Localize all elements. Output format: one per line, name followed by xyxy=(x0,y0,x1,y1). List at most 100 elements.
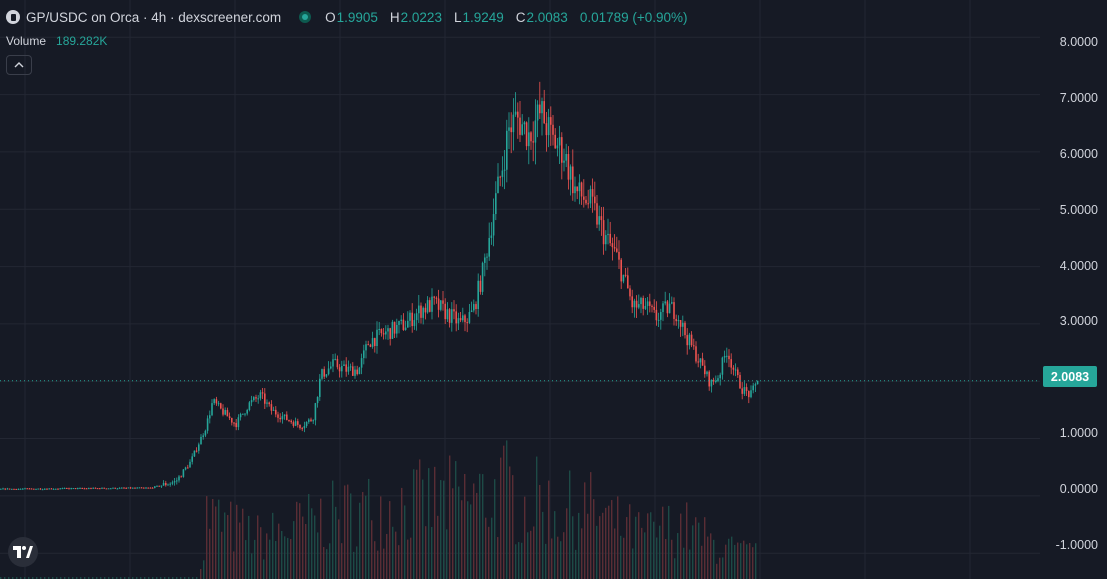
volume-bar xyxy=(266,533,268,579)
candle-body xyxy=(440,300,442,310)
volume-bar xyxy=(602,512,604,579)
volume-bar xyxy=(539,484,541,579)
candle-body xyxy=(321,369,323,379)
volume-bar xyxy=(56,577,58,579)
candle-body xyxy=(224,410,226,415)
candle-body xyxy=(202,435,204,437)
volume-bar xyxy=(156,577,158,579)
candle-body xyxy=(310,419,312,422)
volume-bar xyxy=(212,499,214,579)
candle-body xyxy=(473,304,475,311)
volume-bar xyxy=(527,532,529,579)
candle-body xyxy=(268,402,270,405)
candle-body xyxy=(475,304,477,310)
volume-bar xyxy=(425,526,427,579)
volume-bar xyxy=(488,526,490,579)
volume-bar xyxy=(581,528,583,579)
volume-bar xyxy=(184,577,186,579)
volume-bar xyxy=(48,577,50,579)
volume-bar xyxy=(545,543,547,579)
candle-body xyxy=(37,488,39,490)
volume-bar xyxy=(716,563,718,579)
volume-bar xyxy=(302,516,304,579)
candle-body xyxy=(609,233,611,244)
candle-body xyxy=(657,319,660,321)
volume-bar xyxy=(383,548,385,579)
pair-logo-icon xyxy=(6,10,20,24)
candle-body xyxy=(503,169,506,171)
volume-bar xyxy=(76,577,78,579)
volume-bar xyxy=(665,539,667,579)
candle-body xyxy=(448,309,451,323)
volume-bar xyxy=(530,530,532,579)
tradingview-logo-icon[interactable] xyxy=(8,537,38,567)
candle-body xyxy=(627,275,629,289)
price-axis[interactable]: 8.0000 7.0000 6.0000 5.0000 4.0000 3.000… xyxy=(1040,0,1107,579)
volume-bar xyxy=(443,480,445,579)
candle-body xyxy=(484,257,486,263)
volume-bar xyxy=(44,577,46,579)
candle-body xyxy=(143,487,145,489)
volume-bar xyxy=(395,531,397,579)
volume-bar xyxy=(674,558,676,579)
candle-body xyxy=(741,388,743,394)
candle-body xyxy=(514,111,517,115)
volume-bar xyxy=(362,492,364,579)
volume-bar xyxy=(120,577,122,579)
candle-body xyxy=(486,256,488,258)
candle-body xyxy=(719,374,721,379)
candle-body xyxy=(83,488,86,490)
candle-body xyxy=(352,366,354,376)
price-chart[interactable] xyxy=(0,0,1040,579)
candle-body xyxy=(63,487,66,489)
volume-bar xyxy=(650,512,652,579)
volume-bar xyxy=(293,521,295,579)
candle-body xyxy=(380,329,383,334)
volume-bar xyxy=(458,486,460,579)
volume-bar xyxy=(590,472,592,579)
volume-bar xyxy=(422,479,424,579)
volume-bar xyxy=(479,473,481,579)
collapse-legend-button[interactable] xyxy=(6,55,32,75)
candle-body xyxy=(59,488,61,490)
volume-bar xyxy=(629,504,631,579)
candle-body xyxy=(490,235,493,238)
candle-body xyxy=(737,369,739,376)
volume-bar xyxy=(72,577,74,579)
candle-body xyxy=(44,488,46,490)
candle-body xyxy=(622,274,625,282)
candle-body xyxy=(81,487,83,489)
candle-body xyxy=(261,392,264,394)
volume-bar xyxy=(287,537,289,579)
volume-bar xyxy=(215,506,217,579)
candle-body xyxy=(706,371,708,375)
candle-body xyxy=(94,487,97,489)
volume-bar xyxy=(731,536,733,579)
volume-bar xyxy=(671,539,673,579)
candle-body xyxy=(587,203,589,205)
candle-body xyxy=(327,368,330,375)
candle-body xyxy=(358,367,361,375)
volume-bar xyxy=(689,549,691,579)
candle-body xyxy=(220,403,222,409)
current-price-tag: 2.0083 xyxy=(1043,366,1097,387)
volume-bar xyxy=(416,469,418,579)
volume-bar xyxy=(4,577,6,579)
volume-bar xyxy=(734,544,736,579)
candle-body xyxy=(517,111,519,118)
candle-body xyxy=(191,456,193,462)
candle-body xyxy=(710,379,713,387)
volume-bar xyxy=(614,528,616,579)
volume-bar xyxy=(623,537,625,579)
volume-bar xyxy=(144,577,146,579)
candle-body xyxy=(429,300,431,312)
volume-bar xyxy=(8,577,10,579)
volume-bar xyxy=(108,577,110,579)
chart-area[interactable] xyxy=(0,0,1040,579)
candle-body xyxy=(24,488,26,490)
volume-bar xyxy=(725,544,727,579)
volume-bar xyxy=(737,542,739,579)
candle-body xyxy=(611,243,614,248)
volume-bar xyxy=(308,494,310,579)
volume-bar xyxy=(503,445,505,579)
